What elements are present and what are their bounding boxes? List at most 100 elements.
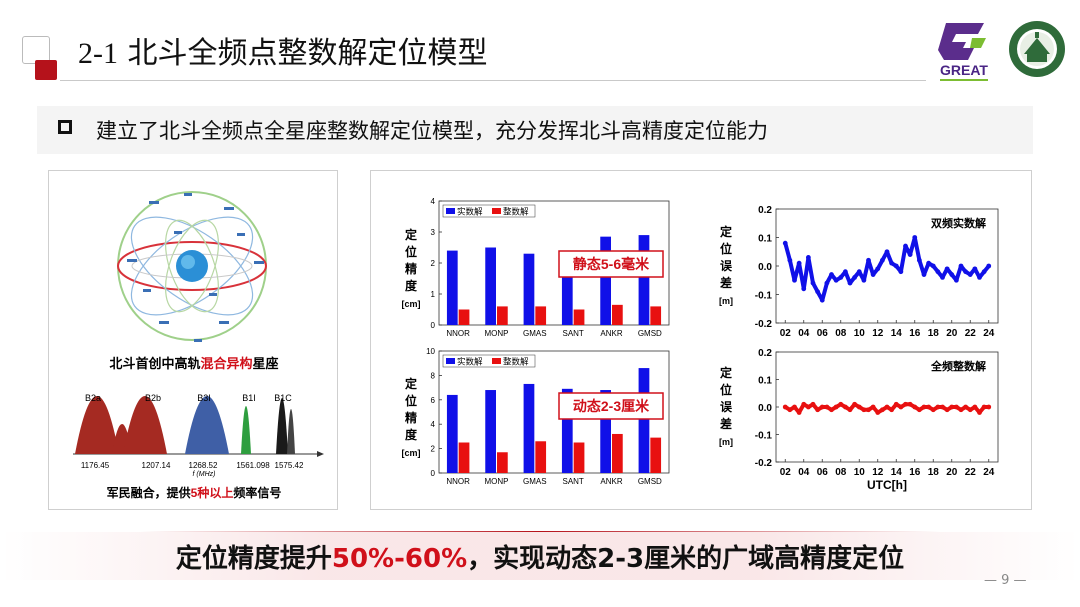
error-point (907, 252, 913, 257)
x-axis-label: UTC[h] (867, 478, 907, 492)
error-point (963, 404, 969, 410)
y-tick-label: 1 (431, 290, 436, 299)
legend-box (442, 204, 536, 218)
legend-swatch (446, 358, 455, 364)
y-tick-label: 0.2 (758, 205, 772, 216)
x-tick-label: 24 (983, 328, 995, 339)
spectrum-band-label: B2a (85, 393, 101, 403)
y-tick-label: 2 (431, 259, 436, 268)
error-point (953, 277, 959, 283)
y-tick-label: 4 (431, 420, 436, 429)
constellation-panel: 北斗首创中高轨混合异构星座 B2a B2b B3I B1I B1C 1176.45 1207… (48, 170, 338, 510)
bar (561, 256, 573, 325)
error-point (949, 272, 955, 277)
error-point (801, 401, 807, 407)
y-axis-label: 差 (719, 275, 732, 290)
error-point (792, 277, 797, 283)
y-axis-label: 定 (405, 227, 417, 242)
error-point (879, 257, 885, 263)
error-point (866, 257, 871, 263)
y-tick-label: -0.1 (755, 431, 773, 442)
error-point (893, 401, 899, 407)
satellite-icons (127, 193, 264, 342)
y-axis-label: 定 (720, 365, 732, 380)
x-tick-label: 10 (854, 328, 866, 339)
x-tick-label: 06 (817, 328, 829, 339)
x-tick-label: 12 (872, 467, 884, 478)
x-tick-label: 20 (946, 467, 958, 478)
annotation-text: 动态2-3厘米 (573, 398, 650, 414)
y-axis-label: [cm] (401, 299, 420, 309)
y-axis-label: 误 (720, 400, 733, 414)
error-point (981, 404, 987, 410)
x-tick-label: 08 (835, 467, 847, 478)
error-point (926, 260, 932, 266)
error-point (930, 263, 936, 269)
error-point (935, 269, 941, 275)
y-tick-label: 0.0 (758, 403, 772, 414)
error-point (815, 407, 821, 413)
error-point (903, 243, 908, 249)
legend-label: 整数解 (503, 357, 529, 367)
error-point (856, 404, 862, 410)
error-point (856, 269, 862, 275)
error-point (861, 277, 867, 283)
error-point (935, 404, 941, 410)
error-point (815, 289, 821, 295)
error-point (930, 407, 936, 413)
y-tick-label: 10 (426, 347, 435, 356)
error-point (782, 240, 788, 246)
conclusion-suffix: ，实现动态2-3厘米的广域高精度定位 (467, 544, 905, 574)
error-point (810, 401, 816, 407)
error-point (796, 410, 802, 415)
legend-label: 整数解 (503, 207, 529, 217)
spectrum-band-label: B2b (145, 393, 161, 403)
great-logo-icon: GREAT (938, 23, 988, 81)
error-point (866, 407, 871, 413)
caption-highlight: 混合异构 (200, 356, 252, 371)
title-decor-square (22, 36, 50, 64)
error-point (967, 272, 973, 277)
error-point (805, 255, 811, 260)
error-point (852, 275, 858, 280)
error-point (912, 235, 918, 240)
x-tick-label: 18 (928, 467, 940, 478)
y-axis-label: 位 (405, 244, 417, 259)
x-tick-label: 10 (854, 467, 866, 478)
bar (485, 247, 496, 325)
error-point (986, 263, 992, 269)
bar (535, 441, 547, 473)
x-tick-label: 02 (780, 328, 792, 339)
error-point (884, 249, 890, 255)
y-tick-label: -0.2 (755, 319, 773, 330)
page-number: — 9 — (984, 573, 1027, 588)
annotation-text: 静态5-6毫米 (573, 256, 650, 272)
bar (458, 442, 470, 473)
chart-title: 全频整数解 (930, 359, 986, 373)
x-tick-label: 12 (872, 328, 884, 339)
spectrum-freq-label: 1268.52 (189, 461, 218, 470)
error-chart-2: -0.2 -0.1 0.0 0.1 0.2 02 04 06 08 10 12 14 16 18 20 22 2… (719, 205, 999, 339)
constellation-figure: 北斗首创中高轨混合异构星座 B2a B2b B3I B1I B1C 1176.45 1207… (73, 191, 324, 500)
university-seal-icon (1009, 21, 1065, 77)
error-point (824, 280, 830, 286)
bullet-banner (37, 106, 1033, 154)
error-point (949, 404, 955, 410)
error-point (921, 404, 927, 410)
spectrum-axis-label: f (MHz) (193, 471, 216, 478)
bar (612, 304, 623, 325)
conclusion-banner (0, 532, 1080, 580)
x-tick-label: 22 (965, 467, 977, 478)
error-point (940, 275, 945, 280)
bar (446, 394, 458, 473)
university-seal (1008, 20, 1066, 78)
x-tick-label: GMAS (523, 477, 547, 486)
error-point (977, 410, 982, 415)
error-point (889, 260, 895, 266)
y-tick-label: 6 (431, 396, 436, 405)
x-tick-label: 06 (817, 467, 829, 478)
bar (638, 235, 650, 325)
error-point (944, 407, 950, 413)
x-tick-label: 20 (946, 328, 958, 339)
y-tick-label: 0 (431, 469, 436, 478)
